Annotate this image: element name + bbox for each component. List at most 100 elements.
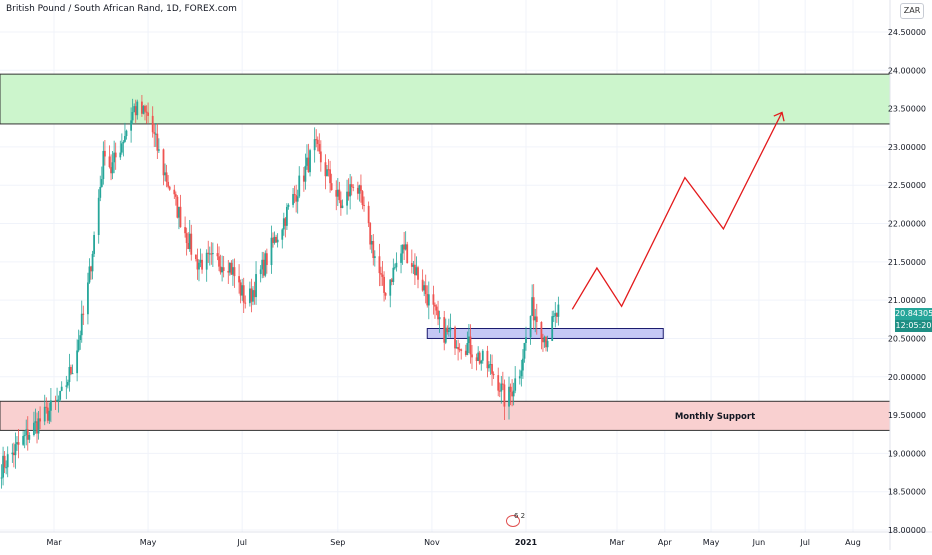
y-tick-label: 20.00000	[888, 373, 926, 382]
candle-body	[239, 282, 242, 296]
candle-body	[551, 316, 554, 341]
candle-body	[475, 357, 478, 362]
candle-body	[529, 315, 532, 338]
candle-body	[401, 244, 404, 254]
candle-body	[306, 157, 308, 166]
candle-body	[60, 386, 63, 391]
candle-body	[76, 350, 79, 374]
y-tick-label: 18.50000	[888, 488, 926, 497]
candle-body	[270, 237, 273, 266]
candle-body	[253, 290, 256, 298]
candle-body	[315, 139, 318, 141]
candle-body	[412, 264, 415, 267]
candle-body	[165, 172, 168, 182]
y-tick-label: 23.50000	[888, 105, 926, 114]
candle-body	[221, 267, 224, 273]
candle-body	[492, 373, 495, 376]
candle-body	[142, 105, 145, 114]
candle-body	[403, 244, 406, 250]
x-tick-label: Jun	[752, 538, 766, 547]
candle-body	[56, 399, 58, 401]
y-tick-label: 22.00000	[888, 220, 926, 229]
candle-body	[199, 259, 202, 263]
candle-body	[33, 422, 35, 436]
candle-body	[316, 139, 319, 144]
candle-body	[446, 327, 449, 333]
countdown-tag: 12:05:20	[895, 320, 932, 332]
candle-body	[414, 264, 416, 276]
candle-body	[282, 218, 285, 230]
candle-body	[11, 452, 14, 455]
y-tick-label: 24.50000	[888, 28, 926, 37]
candle-body	[417, 267, 419, 280]
candle-body	[415, 267, 418, 276]
candle-body	[276, 239, 279, 243]
candle-body	[466, 343, 469, 355]
candle-body	[196, 259, 199, 270]
candle-body	[489, 364, 492, 366]
candle-body	[208, 253, 211, 255]
candle-body	[498, 390, 501, 392]
x-tick-label: Mar	[609, 538, 625, 547]
monthly-support-label: Monthly Support	[675, 412, 755, 422]
candle-body	[99, 186, 102, 198]
candle-body	[93, 235, 95, 254]
candle-body	[458, 349, 461, 351]
projection-path	[571, 112, 783, 310]
candle-body	[404, 244, 407, 250]
candle-body	[108, 156, 111, 168]
candle-body	[57, 399, 60, 401]
candle-body	[501, 383, 504, 385]
candle-body	[369, 223, 372, 245]
candle-body	[120, 143, 123, 153]
candle-body	[205, 252, 208, 270]
candle-body	[218, 256, 220, 267]
candle-body	[520, 370, 523, 377]
x-tick-label: Apr	[658, 538, 673, 547]
candle-body	[454, 327, 456, 349]
candle-body	[144, 105, 146, 112]
candle-body	[535, 316, 538, 323]
candle-body	[14, 444, 17, 456]
candle-body	[102, 150, 105, 180]
candle-body	[70, 366, 72, 374]
candle-body	[410, 263, 413, 267]
candle-body	[329, 169, 331, 184]
candle-body	[287, 204, 290, 207]
candle-body	[252, 290, 254, 302]
candle-body	[542, 338, 544, 343]
x-tick-label: Aug	[845, 538, 861, 547]
candle-body	[480, 360, 483, 364]
candle-body	[443, 317, 446, 343]
candle-body	[22, 436, 25, 445]
candle-body	[228, 262, 231, 273]
tradingview-logo[interactable]: 6 2	[506, 512, 528, 528]
candle-body	[509, 386, 512, 392]
y-tick-label: 21.00000	[888, 296, 926, 305]
candle-body	[395, 262, 398, 268]
candle-body	[444, 327, 447, 343]
candle-body	[302, 175, 305, 182]
monthly-support-zone[interactable]	[0, 400, 891, 431]
last-price-tag: 20.84305	[895, 308, 932, 320]
candle-body	[295, 195, 298, 202]
candle-body	[134, 106, 137, 116]
candle-body	[255, 274, 257, 298]
candle-body	[34, 421, 37, 423]
candle-body	[110, 167, 112, 174]
candle-body	[546, 340, 549, 348]
candle-body	[211, 253, 214, 255]
currency-button[interactable]: ZAR	[900, 3, 924, 19]
candle-body	[248, 288, 251, 304]
candle-body	[173, 189, 176, 195]
candle-body	[219, 266, 222, 273]
candle-body	[319, 151, 322, 163]
candle-body	[80, 313, 83, 336]
x-tick-label: Nov	[424, 538, 440, 547]
candle-body	[156, 133, 159, 151]
candle-body	[406, 244, 409, 264]
candle-body	[68, 366, 71, 383]
candle-body	[43, 406, 46, 422]
